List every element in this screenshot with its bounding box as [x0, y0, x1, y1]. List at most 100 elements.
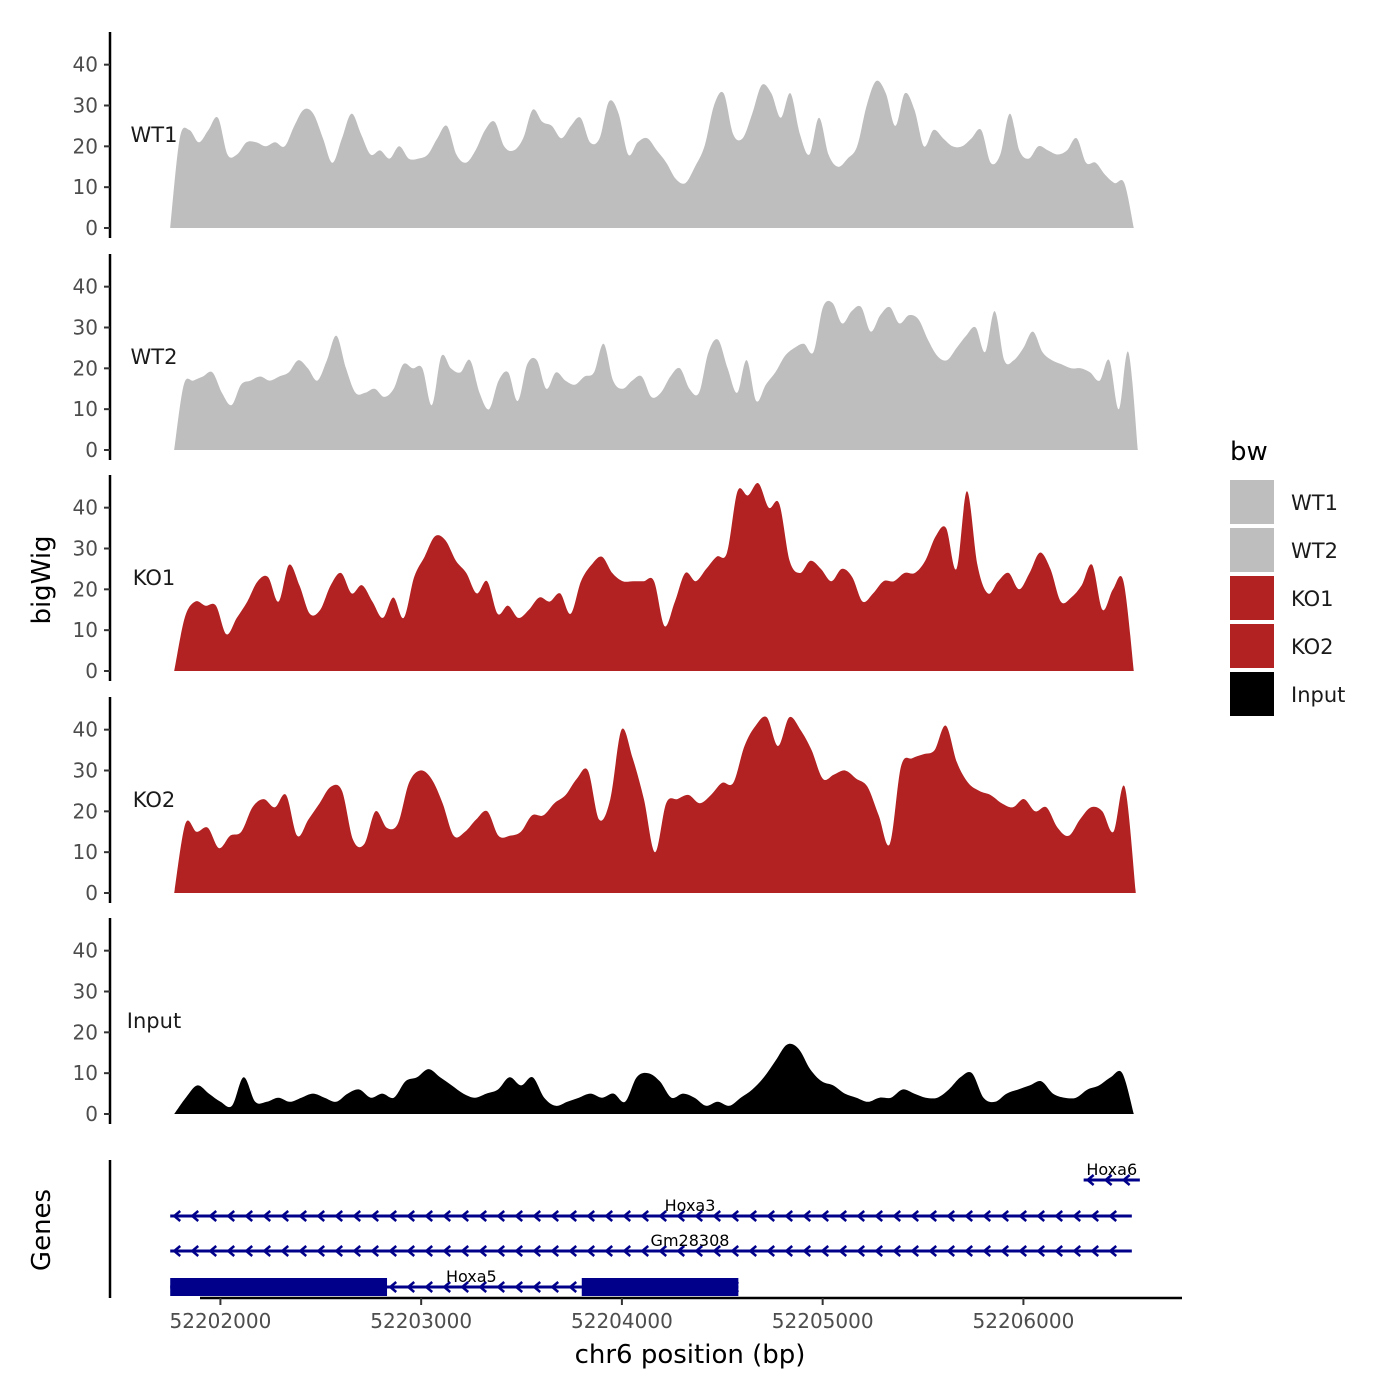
strand-arrow	[910, 1210, 920, 1222]
strand-arrow	[298, 1245, 308, 1257]
track-label-ko2: KO2	[133, 788, 176, 812]
exon-block	[170, 1278, 388, 1296]
strand-arrow	[928, 1245, 938, 1257]
y-tick-label: 10	[73, 175, 98, 199]
strand-arrow	[424, 1245, 434, 1257]
legend-swatch-ko2	[1230, 624, 1274, 668]
legend-label-wt1: WT1	[1291, 491, 1338, 515]
track-panel-ko2: 0 10 20 30 40 KO2	[73, 697, 1136, 905]
strand-arrow	[388, 1281, 398, 1293]
track-panel-input: 0 10 20 30 40 Input	[73, 918, 1134, 1126]
coverage-area-input	[174, 1043, 1134, 1114]
strand-arrow	[640, 1210, 650, 1222]
strand-arrow	[1072, 1245, 1082, 1257]
strand-arrow	[1103, 1174, 1113, 1186]
strand-arrow	[424, 1210, 434, 1222]
x-tick-label: 52203000	[370, 1309, 472, 1333]
strand-arrow	[982, 1210, 992, 1222]
legend-swatch-wt1	[1230, 480, 1274, 524]
strand-arrow	[226, 1245, 236, 1257]
strand-arrow	[928, 1210, 938, 1222]
strand-arrow	[910, 1245, 920, 1257]
x-tick-label: 52205000	[772, 1309, 874, 1333]
y-tick-label: 10	[73, 840, 98, 864]
strand-arrow	[694, 1210, 704, 1222]
strand-arrow	[838, 1245, 848, 1257]
strand-arrow	[730, 1245, 740, 1257]
y-tick-label: 30	[73, 94, 98, 118]
strand-arrow	[514, 1245, 524, 1257]
y-tick-label: 40	[73, 53, 98, 77]
y-tick-label: 20	[73, 1020, 98, 1044]
strand-arrow	[748, 1210, 758, 1222]
strand-arrow	[532, 1245, 542, 1257]
strand-arrow	[586, 1210, 596, 1222]
strand-arrow	[316, 1245, 326, 1257]
strand-arrow	[892, 1245, 902, 1257]
strand-arrow	[298, 1210, 308, 1222]
strand-arrow	[784, 1245, 794, 1257]
strand-arrow	[946, 1210, 956, 1222]
strand-arrow	[460, 1210, 470, 1222]
y-tick-label: 10	[73, 1061, 98, 1085]
strand-arrow	[982, 1245, 992, 1257]
y-tick-label: 40	[73, 275, 98, 299]
y-tick-label: 0	[85, 438, 98, 462]
strand-arrow	[802, 1245, 812, 1257]
strand-arrow	[406, 1210, 416, 1222]
x-axis: 52202000 52203000 52204000 52205000 52206000	[170, 1296, 1182, 1333]
strand-arrow	[712, 1210, 722, 1222]
strand-arrow	[496, 1281, 506, 1293]
gene-hoxa3: Hoxa3	[170, 1196, 1132, 1222]
strand-arrow	[1085, 1174, 1095, 1186]
strand-arrow	[172, 1245, 182, 1257]
legend-label-wt2: WT2	[1291, 539, 1338, 563]
strand-arrow	[406, 1281, 416, 1293]
strand-arrow	[514, 1281, 524, 1293]
strand-arrow	[694, 1245, 704, 1257]
strand-arrow	[334, 1245, 344, 1257]
strand-arrow	[388, 1245, 398, 1257]
strand-arrow	[334, 1210, 344, 1222]
strand-arrow	[820, 1245, 830, 1257]
coverage-area-wt2	[174, 300, 1138, 450]
strand-arrow	[874, 1210, 884, 1222]
y-tick-label: 20	[73, 356, 98, 380]
strand-arrow	[874, 1245, 884, 1257]
strand-arrow	[1018, 1245, 1028, 1257]
y-tick-label: 40	[73, 939, 98, 963]
strand-arrow	[442, 1210, 452, 1222]
strand-arrow	[550, 1281, 560, 1293]
strand-arrow	[262, 1210, 272, 1222]
track-panel-wt2: 0 10 20 30 40 WT2	[73, 254, 1138, 462]
strand-arrow	[1090, 1245, 1100, 1257]
tracks-layer: 0 10 20 30 40 WT1 0 10 20 30 40 WT2 0 10 20 30 40 KO1 0 10 2…	[73, 32, 1138, 1126]
strand-arrow	[550, 1210, 560, 1222]
strand-arrow	[568, 1210, 578, 1222]
y-tick-label: 30	[73, 316, 98, 340]
strand-arrow	[532, 1281, 542, 1293]
strand-arrow	[424, 1281, 434, 1293]
strand-arrow	[316, 1210, 326, 1222]
strand-arrow	[658, 1245, 668, 1257]
strand-arrow	[856, 1210, 866, 1222]
strand-arrow	[766, 1245, 776, 1257]
legend-label-ko1: KO1	[1291, 587, 1334, 611]
strand-arrow	[406, 1245, 416, 1257]
strand-arrow	[964, 1245, 974, 1257]
y-tick-label: 0	[85, 881, 98, 905]
strand-arrow	[1090, 1210, 1100, 1222]
legend-label-ko2: KO2	[1291, 635, 1334, 659]
strand-arrow	[280, 1210, 290, 1222]
strand-arrow	[280, 1245, 290, 1257]
strand-arrow	[1054, 1245, 1064, 1257]
strand-arrow	[1000, 1245, 1010, 1257]
strand-arrow	[1072, 1210, 1082, 1222]
coverage-area-ko1	[174, 482, 1134, 671]
strand-arrow	[1108, 1245, 1118, 1257]
strand-arrow	[856, 1245, 866, 1257]
strand-arrow	[478, 1210, 488, 1222]
y-tick-label: 30	[73, 759, 98, 783]
track-label-input: Input	[127, 1009, 181, 1033]
legend-swatch-input	[1230, 672, 1274, 716]
